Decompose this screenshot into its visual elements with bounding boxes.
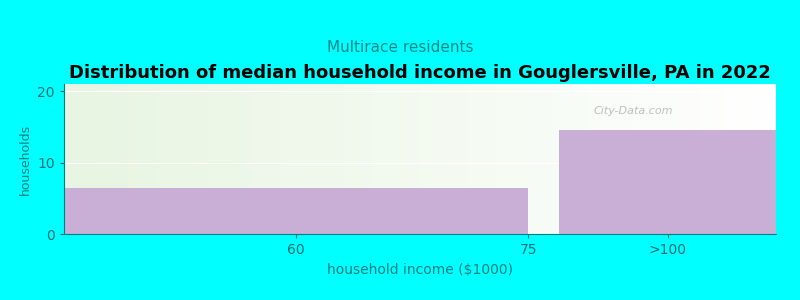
Text: City-Data.com: City-Data.com	[594, 106, 674, 116]
Text: Multirace residents: Multirace residents	[326, 40, 474, 56]
Bar	[64, 188, 528, 234]
Title: Distribution of median household income in Gouglersville, PA in 2022: Distribution of median household income …	[69, 64, 771, 82]
Bar	[559, 130, 776, 234]
X-axis label: household income ($1000): household income ($1000)	[327, 262, 513, 277]
Y-axis label: households: households	[18, 123, 32, 195]
